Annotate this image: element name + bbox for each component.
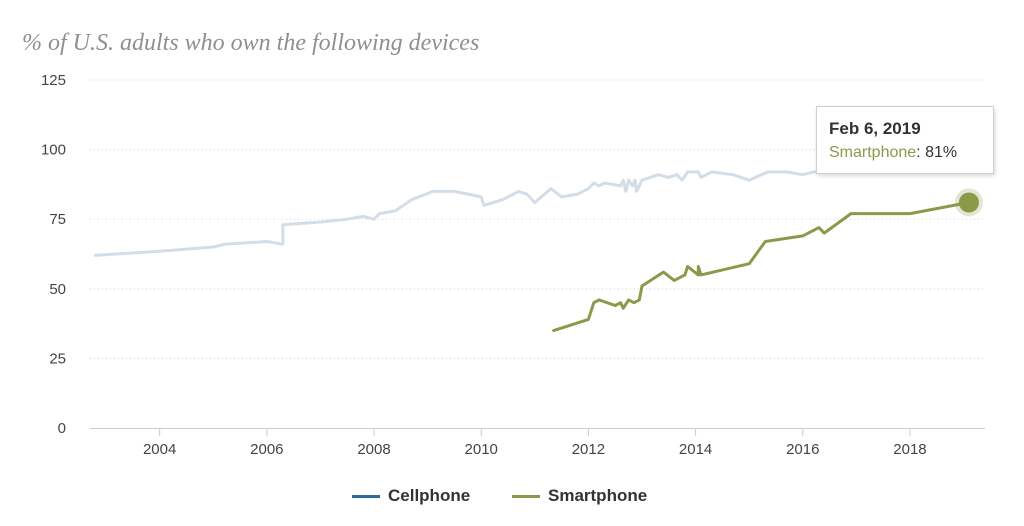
x-tick-label-2018: 2018 [893, 441, 926, 458]
tooltip-series: Smartphone [829, 144, 917, 161]
tooltip-value-line: Smartphone: 81% [829, 144, 958, 161]
y-tick-label-75: 75 [49, 211, 66, 228]
y-tick-label-125: 125 [41, 72, 66, 89]
y-axis-ticks: 0 25 50 75 100 125 [41, 72, 66, 437]
legend-swatch-smartphone [512, 494, 540, 498]
x-tick-label-2012: 2012 [572, 441, 605, 458]
chart-title: % of U.S. adults who own the following d… [22, 30, 480, 56]
x-tick-label-2010: 2010 [465, 441, 498, 458]
series-line-cellphone [93, 170, 826, 257]
x-tick-label-2008: 2008 [357, 441, 390, 458]
highlight-marker [954, 188, 983, 217]
y-tick-label-25: 25 [49, 350, 66, 367]
x-tick-label-2004: 2004 [143, 441, 176, 458]
x-tick-label-2014: 2014 [679, 441, 712, 458]
legend-label-cellphone: Cellphone [388, 486, 471, 505]
tooltip-value: 81% [925, 144, 958, 161]
series-lines [93, 170, 971, 333]
highlight-point [958, 192, 979, 213]
series-line-smartphone [552, 201, 971, 333]
x-tick-label-2016: 2016 [786, 441, 819, 458]
legend-label-smartphone: Smartphone [548, 486, 648, 505]
y-tick-label-0: 0 [58, 420, 66, 437]
x-axis-ticks: 2004 2006 2008 2010 2012 2014 2016 2018 [143, 428, 927, 458]
x-tick-label-2006: 2006 [250, 441, 283, 458]
tooltip-date: Feb 6, 2019 [829, 119, 921, 138]
legend-item-smartphone[interactable]: Smartphone [512, 486, 647, 506]
y-tick-label-50: 50 [49, 281, 66, 298]
y-tick-label-100: 100 [41, 142, 66, 159]
legend-item-cellphone[interactable]: Cellphone [352, 486, 470, 506]
legend-swatch-cellphone [352, 494, 380, 498]
tooltip: Feb 6, 2019 Smartphone: 81% [816, 106, 994, 174]
